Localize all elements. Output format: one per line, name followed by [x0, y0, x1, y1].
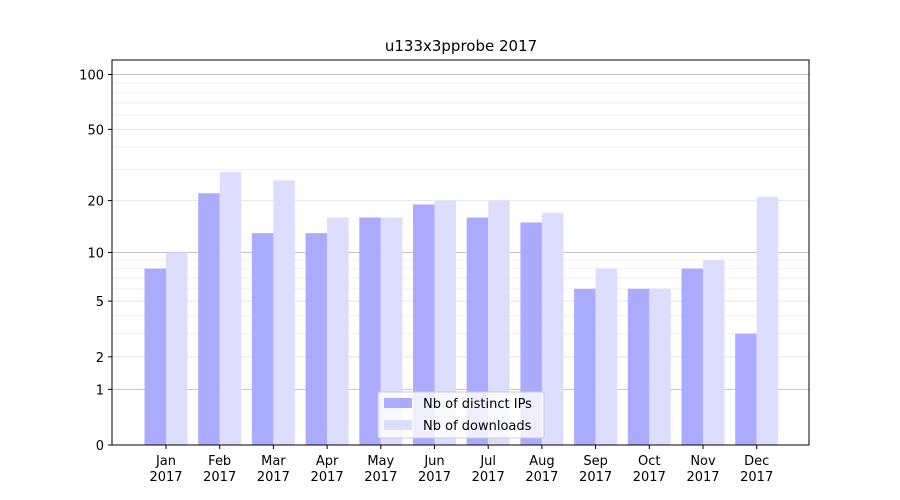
- x-tick-label: Jul 2017: [472, 454, 505, 485]
- x-tick-label: Mar 2017: [257, 454, 290, 485]
- legend-box: [377, 391, 545, 439]
- bar-downloads: [327, 217, 349, 445]
- x-tick-label: Apr 2017: [311, 454, 344, 485]
- bar-ips: [198, 193, 220, 445]
- x-tick-label: Jun 2017: [418, 454, 451, 485]
- bar-ips: [413, 204, 435, 445]
- x-tick-label: Oct 2017: [633, 454, 666, 485]
- y-tick-label: 0: [96, 439, 104, 454]
- y-tick-label: 10: [87, 247, 104, 262]
- bar-ips: [681, 268, 703, 445]
- legend-label-ips: Nb of distinct IPs: [423, 397, 532, 412]
- bar-downloads: [488, 200, 510, 445]
- bar-downloads: [273, 180, 295, 446]
- bar-ips: [627, 288, 650, 445]
- x-tick-label: Dec 2017: [740, 454, 773, 485]
- bar-ips: [520, 222, 542, 445]
- bar-downloads: [541, 212, 564, 445]
- bar-ips: [251, 233, 274, 445]
- x-tick-label: Sep 2017: [579, 454, 612, 485]
- bars-layer: [144, 171, 779, 446]
- bar-ips: [144, 268, 166, 445]
- bar-downloads: [703, 260, 725, 445]
- legend-label-downloads: Nb of downloads: [423, 419, 532, 434]
- x-tick-label: Nov 2017: [686, 454, 719, 485]
- y-tick-label: 1: [96, 383, 104, 398]
- x-tick-label: Feb 2017: [203, 454, 236, 485]
- x-axis: Jan 2017 Feb 2017 Mar 2017 Apr 2017 May 2017 Jun 20…: [149, 445, 773, 485]
- x-tick-label: May 2017: [364, 454, 397, 485]
- bar-ips: [359, 217, 381, 445]
- bar-ips: [735, 333, 757, 445]
- bar-ips: [466, 217, 489, 445]
- y-tick-label: 50: [87, 123, 104, 138]
- bar-ips: [574, 288, 596, 445]
- y-tick-label: 20: [87, 195, 104, 210]
- bar-downloads: [434, 200, 456, 445]
- x-tick-label: Aug 2017: [525, 454, 558, 485]
- y-tick-label: 100: [79, 69, 104, 84]
- y-tick-label: 2: [96, 351, 104, 366]
- legend: Nb of distinct IPs Nb of downloads: [377, 391, 545, 439]
- bar-downloads: [166, 252, 188, 445]
- y-axis: 0 1 2 5 10 20 50 100: [79, 69, 112, 454]
- bar-ips: [305, 233, 328, 445]
- bar-downloads: [595, 268, 618, 445]
- y-tick-label: 5: [96, 295, 104, 310]
- bar-downloads: [649, 288, 671, 445]
- bar-downloads: [219, 171, 242, 445]
- bar-downloads: [380, 217, 403, 445]
- legend-swatch-ips: [384, 398, 412, 408]
- bar-downloads: [756, 196, 779, 445]
- legend-swatch-downloads: [384, 420, 412, 430]
- x-tick-label: Jan 2017: [149, 454, 182, 485]
- chart-title: u133x3pprobe 2017: [385, 37, 537, 55]
